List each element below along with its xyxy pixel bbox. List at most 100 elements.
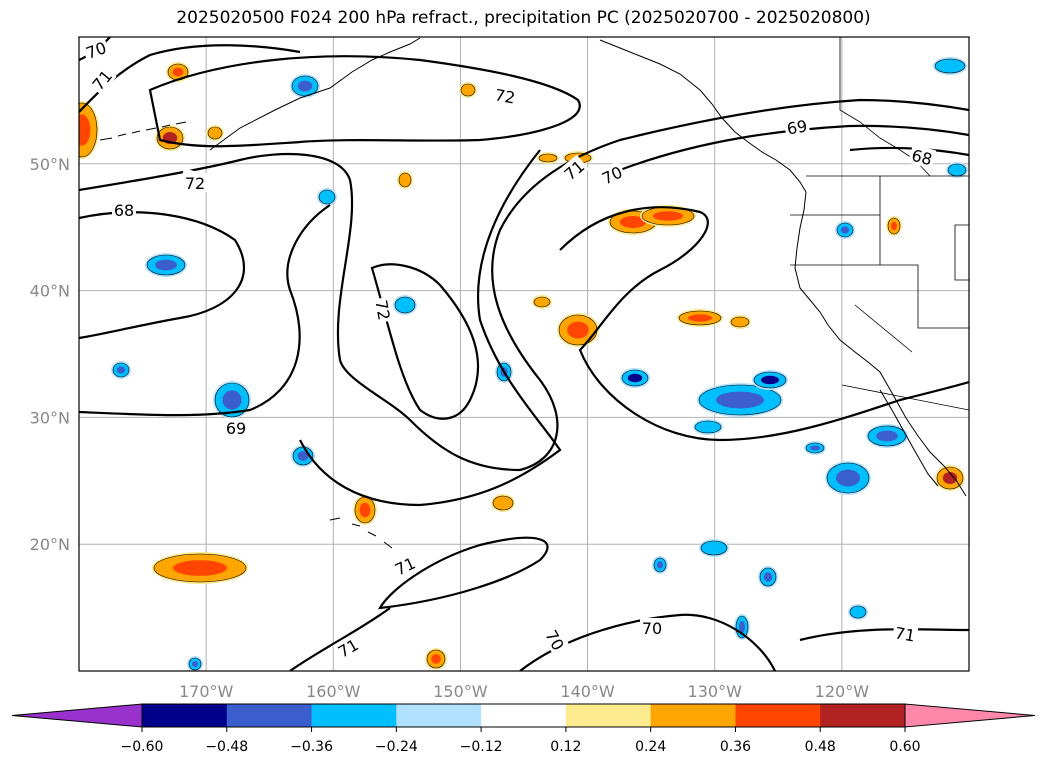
contour-70-east bbox=[559, 206, 969, 442]
contour-label-text: 70 bbox=[642, 619, 662, 638]
precip-negative-blob bbox=[848, 604, 868, 620]
contour-71-center bbox=[299, 149, 562, 507]
precip-negative-blob bbox=[317, 188, 337, 206]
coastlines bbox=[99, 37, 967, 549]
colorbar-segment bbox=[142, 704, 228, 727]
contour-label: 70 bbox=[640, 618, 664, 638]
precip-negative-blob bbox=[145, 253, 187, 277]
contour-label: 69 bbox=[783, 115, 811, 139]
contour-70-north bbox=[79, 98, 969, 472]
colorbar-segment bbox=[820, 704, 906, 727]
precip-positive-blob bbox=[491, 494, 515, 512]
baja-coast bbox=[879, 389, 939, 487]
precip-negative-blob bbox=[291, 445, 315, 467]
contour-label: 69 bbox=[224, 418, 248, 438]
contour-label-text: 68 bbox=[114, 201, 134, 220]
contour-label: 70 bbox=[81, 36, 111, 63]
precip-negative-blob bbox=[290, 74, 320, 98]
lon-tick-label: 160°W bbox=[306, 682, 361, 701]
contour-label: 68 bbox=[112, 200, 136, 220]
precip-negative-blob bbox=[866, 424, 908, 448]
colorbar-tick-label: −0.24 bbox=[375, 739, 418, 755]
contour-label-text: 69 bbox=[226, 419, 246, 438]
precip-negative-blob bbox=[734, 614, 750, 640]
precip-negative-blob bbox=[187, 656, 203, 671]
precip-negative-blob bbox=[652, 556, 668, 574]
precip-positive-blob bbox=[353, 495, 377, 525]
lon-tick-label: 150°W bbox=[433, 682, 488, 701]
precip-negative-blob bbox=[111, 361, 131, 379]
contour-label: 71 bbox=[891, 622, 919, 646]
precip-negative-blob bbox=[697, 383, 783, 417]
precip-negative-blob bbox=[699, 539, 729, 557]
contour-label: 72 bbox=[371, 296, 395, 324]
precip-positive-blob bbox=[557, 313, 599, 347]
colorbar-frame bbox=[141, 703, 906, 728]
hawaii-islands bbox=[329, 517, 393, 549]
colorbar-tick-label: 0.36 bbox=[720, 739, 751, 755]
precip-positive-blob bbox=[677, 309, 723, 327]
contour-label-text: 69 bbox=[785, 116, 808, 138]
colorbar-tick-label: 0.60 bbox=[889, 739, 920, 755]
contour-71-se bbox=[799, 628, 969, 642]
precip-negative-blob bbox=[835, 221, 855, 239]
map-title: 2025020500 F024 200 hPa refract., precip… bbox=[176, 8, 871, 28]
colorbar-tick-label: 0.12 bbox=[550, 739, 581, 755]
colorbar-tick-label: −0.36 bbox=[290, 739, 333, 755]
precip-negative-blob bbox=[693, 419, 723, 435]
precip-negative-blob bbox=[620, 368, 650, 388]
contour-72-north bbox=[148, 55, 581, 148]
longitude-labels: 170°W 160°W 150°W 140°W 130°W 120°W bbox=[179, 682, 869, 701]
precip-positive-blob bbox=[152, 552, 248, 584]
west-coast bbox=[794, 191, 967, 497]
contour-label: 72 bbox=[491, 84, 519, 108]
contour-label: 68 bbox=[908, 144, 937, 170]
contour-label-text: 72 bbox=[493, 85, 516, 107]
colorbar-tick-label: 0.24 bbox=[635, 739, 666, 755]
colorbar-segment bbox=[481, 704, 567, 727]
contour-label-text: 72 bbox=[371, 298, 393, 321]
precip-positive-blob bbox=[729, 315, 751, 329]
precip-negative-blob bbox=[213, 381, 251, 419]
map-border bbox=[78, 36, 970, 672]
precip-negative-blob bbox=[758, 566, 778, 588]
colorbar-segment bbox=[311, 704, 397, 727]
lat-tick-label: 30°N bbox=[30, 408, 70, 427]
colorbar-segment bbox=[226, 704, 313, 727]
contour-69-east bbox=[619, 124, 969, 172]
precip-positive-blob bbox=[425, 648, 447, 670]
contour-label-text: 68 bbox=[910, 146, 935, 170]
lon-tick-label: 170°W bbox=[179, 682, 234, 701]
contour-71-south bbox=[377, 536, 549, 610]
precip-positive-blob bbox=[537, 152, 559, 164]
colorbar-tick-label: −0.48 bbox=[205, 739, 248, 755]
state-borders bbox=[790, 176, 969, 411]
contour-69-west bbox=[79, 204, 331, 417]
precip-positive-blob bbox=[459, 82, 477, 98]
contour-72-center bbox=[370, 263, 480, 420]
refractivity-contours bbox=[79, 37, 969, 671]
precip-negative-blob bbox=[804, 441, 826, 455]
colorbar-extend-high bbox=[904, 703, 1036, 728]
contour-label-text: 72 bbox=[185, 174, 205, 193]
colorbar-extend-low bbox=[11, 703, 143, 728]
precip-positive-blob bbox=[532, 295, 552, 309]
precip-positive-blob bbox=[397, 171, 413, 189]
precip-positive-blob bbox=[935, 465, 965, 491]
lon-tick-label: 130°W bbox=[688, 682, 743, 701]
colorbar-segment bbox=[565, 704, 652, 727]
lat-tick-label: 40°N bbox=[30, 282, 70, 301]
precip-negative-blob bbox=[933, 57, 967, 75]
contour-label: 72 bbox=[183, 173, 207, 193]
precip-negative-blob bbox=[825, 461, 871, 495]
colorbar-segment bbox=[396, 704, 482, 727]
lat-tick-label: 50°N bbox=[30, 155, 70, 174]
precip-negative-blob bbox=[946, 162, 968, 178]
precip-positive-blob bbox=[166, 62, 190, 82]
precip-positive-blob bbox=[206, 125, 224, 141]
colorbar-tick-label: −0.12 bbox=[460, 739, 503, 755]
precip-positive-blob bbox=[886, 216, 902, 236]
colorbar: −0.60 −0.48 −0.36 −0.24 −0.12 0.12 0.24 0.36 0.4… bbox=[11, 703, 1036, 755]
contour-label-text: 71 bbox=[893, 623, 916, 645]
